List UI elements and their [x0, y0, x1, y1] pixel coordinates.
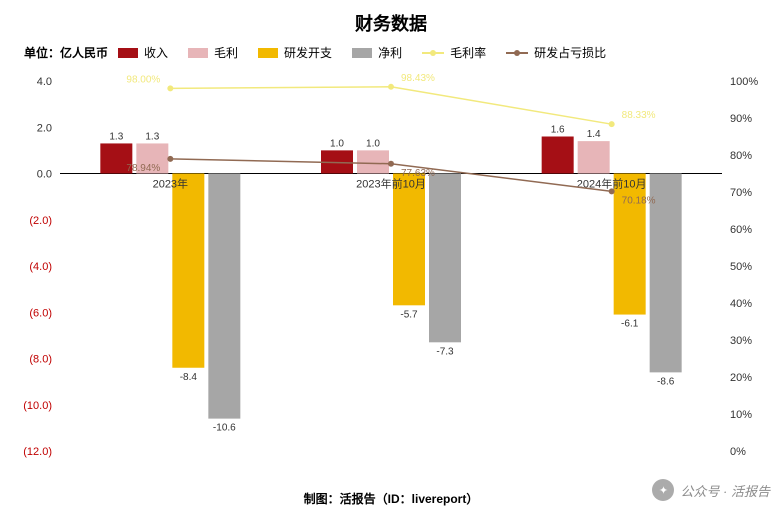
svg-text:-6.1: -6.1	[621, 319, 639, 330]
svg-text:0.0: 0.0	[37, 169, 52, 181]
svg-text:98.00%: 98.00%	[126, 74, 160, 85]
legend-net-label: 净利	[378, 44, 402, 61]
svg-text:(2.0): (2.0)	[29, 215, 52, 227]
svg-text:70%: 70%	[730, 187, 752, 199]
svg-text:1.0: 1.0	[330, 138, 344, 149]
svg-text:1.6: 1.6	[551, 125, 565, 136]
svg-text:40%: 40%	[730, 298, 752, 310]
legend-revenue: 收入	[118, 44, 168, 61]
svg-text:2023年: 2023年	[153, 177, 188, 191]
svg-text:100%: 100%	[730, 76, 758, 88]
svg-text:90%: 90%	[730, 113, 752, 125]
svg-text:2.0: 2.0	[37, 122, 52, 134]
svg-text:88.33%: 88.33%	[622, 110, 656, 121]
unit-label: 单位：亿人民币	[24, 44, 108, 61]
watermark-text: 公众号 · 活报告	[680, 481, 770, 500]
svg-text:50%: 50%	[730, 261, 752, 273]
legend-net: 净利	[352, 44, 402, 61]
legend-gross: 毛利	[188, 44, 238, 61]
svg-text:70.18%: 70.18%	[622, 195, 656, 206]
svg-text:-10.6: -10.6	[213, 423, 236, 434]
svg-text:-5.7: -5.7	[400, 309, 418, 320]
svg-text:20%: 20%	[730, 372, 752, 384]
wechat-icon: ✦	[652, 479, 674, 501]
svg-text:1.4: 1.4	[587, 129, 601, 140]
svg-text:(4.0): (4.0)	[29, 261, 52, 273]
svg-text:78.94%: 78.94%	[126, 163, 160, 174]
legend: 收入 毛利 研发开支 净利 毛利率 研发占亏损比	[118, 44, 758, 61]
svg-text:10%: 10%	[730, 409, 752, 421]
legend-rd-label: 研发开支	[284, 44, 332, 61]
legend-gm-rate: 毛利率	[422, 44, 486, 61]
svg-text:(10.0): (10.0)	[23, 400, 52, 412]
svg-text:77.63%: 77.63%	[401, 168, 435, 179]
svg-text:1.3: 1.3	[145, 131, 159, 142]
header-row: 单位：亿人民币 收入 毛利 研发开支 净利 毛利率 研发占亏损比	[0, 36, 782, 61]
legend-gm-label: 毛利率	[450, 44, 486, 61]
svg-text:98.43%: 98.43%	[401, 73, 435, 84]
legend-rd-ratio: 研发占亏损比	[506, 44, 606, 61]
svg-text:-8.6: -8.6	[657, 376, 675, 387]
svg-text:80%: 80%	[730, 150, 752, 162]
legend-revenue-label: 收入	[144, 44, 168, 61]
svg-text:(8.0): (8.0)	[29, 354, 52, 366]
chart-svg: (12.0) (10.0) (8.0) (6.0) (4.0) (2.0) 0.0 2.0 4.…	[0, 61, 782, 501]
svg-text:(6.0): (6.0)	[29, 307, 52, 319]
svg-text:-7.3: -7.3	[436, 346, 454, 357]
legend-gross-label: 毛利	[214, 44, 238, 61]
svg-text:1.0: 1.0	[366, 138, 380, 149]
legend-rd-ratio-label: 研发占亏损比	[534, 44, 606, 61]
chart-area: (12.0) (10.0) (8.0) (6.0) (4.0) (2.0) 0.0 2.0 4.…	[0, 61, 782, 501]
svg-text:0%: 0%	[730, 446, 746, 458]
svg-text:-8.4: -8.4	[180, 372, 198, 383]
watermark: ✦ 公众号 · 活报告	[652, 479, 770, 501]
svg-text:(12.0): (12.0)	[23, 446, 52, 458]
legend-rd: 研发开支	[258, 44, 332, 61]
svg-text:4.0: 4.0	[37, 76, 52, 88]
svg-text:60%: 60%	[730, 224, 752, 236]
chart-title: 财务数据	[0, 0, 782, 36]
svg-text:1.3: 1.3	[109, 131, 123, 142]
svg-text:30%: 30%	[730, 335, 752, 347]
